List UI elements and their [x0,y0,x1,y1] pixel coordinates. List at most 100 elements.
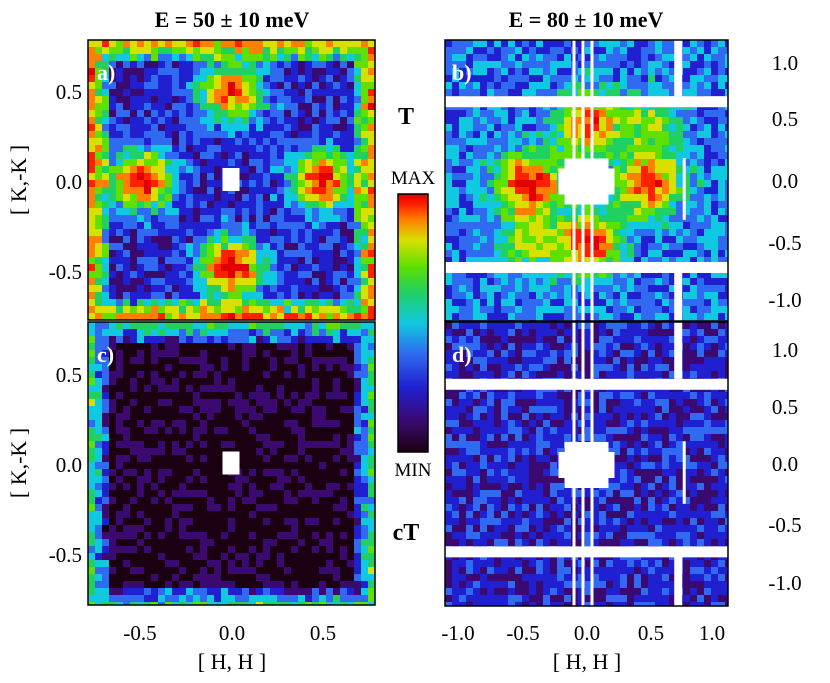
heatmap-cell [543,40,550,47]
heatmap-cell [606,278,613,285]
heatmap-cell [214,194,221,201]
heatmap-cell [550,215,557,222]
heatmap-cell [151,567,158,574]
heatmap-cell [256,567,263,574]
heatmap-cell [312,243,319,250]
heatmap-cell [347,61,354,68]
heatmap-cell [634,201,641,208]
heatmap-cell [207,68,214,75]
heatmap-cell [137,145,144,152]
heatmap-cell [585,110,592,117]
heatmap-cell [144,462,151,469]
heatmap-cell [522,68,529,75]
heatmap-cell [144,448,151,455]
heatmap-cell [690,159,697,166]
heatmap-cell [151,110,158,117]
heatmap-cell [263,166,270,173]
heatmap-cell [137,399,144,406]
heatmap-cell [683,166,690,173]
heatmap-cell [312,434,319,441]
heatmap-cell [263,371,270,378]
heatmap-cell [235,385,242,392]
heatmap-cell [319,229,326,236]
heatmap-cell [333,336,340,343]
heatmap-cell [711,208,718,215]
heatmap-cell [529,82,536,89]
heatmap-cell [543,89,550,96]
heatmap-cell [137,208,144,215]
heatmap-cell [620,194,627,201]
heatmap-cell [445,159,452,166]
heatmap-cell [158,250,165,257]
heatmap-cell [522,257,529,264]
heatmap-cell [158,560,165,567]
heatmap-cell [501,222,508,229]
heatmap-cell [277,271,284,278]
heatmap-cell [158,490,165,497]
heatmap-cell [361,490,368,497]
heatmap-cell [501,313,508,320]
heatmap-cell [312,278,319,285]
heatmap-cell [277,208,284,215]
heatmap-cell [298,68,305,75]
heatmap-cell [116,420,123,427]
heatmap-cell [256,420,263,427]
heatmap-cell [165,285,172,292]
heatmap-cell [354,357,361,364]
heatmap-cell [620,47,627,54]
heatmap-cell [312,399,319,406]
heatmap-cell [151,518,158,525]
heatmap-cell [592,215,599,222]
heatmap-cell [312,138,319,145]
heatmap-cell [501,271,508,278]
heatmap-cell [102,329,109,336]
heatmap-cell [172,40,179,47]
heatmap-cell [347,567,354,574]
heatmap-cell [543,152,550,159]
heatmap-cell [648,54,655,61]
heatmap-cell [165,152,172,159]
heatmap-cell [158,103,165,110]
heatmap-cell [95,215,102,222]
heatmap-cell [655,306,662,313]
heatmap-cell [333,462,340,469]
heatmap-cell [543,299,550,306]
heatmap-cell [207,173,214,180]
heatmap-cell [690,208,697,215]
heatmap-cell [200,152,207,159]
heatmap-cell [543,159,550,166]
heatmap-cell [564,131,571,138]
heatmap-cell [200,553,207,560]
heatmap-cell [326,553,333,560]
heatmap-cell [655,68,662,75]
heatmap-cell [123,490,130,497]
heatmap-cell [123,350,130,357]
heatmap-cell [158,89,165,96]
heatmap-cell [102,385,109,392]
heatmap-cell [193,47,200,54]
heatmap-cell [648,180,655,187]
heatmap-cell [557,236,564,243]
heatmap-cell [326,257,333,264]
heatmap-cell [361,257,368,264]
heatmap-cell [305,322,312,329]
heatmap-cell [515,250,522,257]
heatmap-cell [298,152,305,159]
heatmap-cell [634,215,641,222]
heatmap-cell [711,285,718,292]
heatmap-cell [88,124,95,131]
heatmap-cell [95,595,102,602]
heatmap-cell [501,159,508,166]
heatmap-cell [277,117,284,124]
heatmap-cell [284,448,291,455]
heatmap-cell [130,68,137,75]
heatmap-cell [214,54,221,61]
heatmap-cell [298,595,305,602]
heatmap-cell [711,313,718,320]
heatmap-cell [186,271,193,278]
heatmap-cell [270,54,277,61]
heatmap-cell [683,138,690,145]
heatmap-cell [312,553,319,560]
heatmap-cell [179,54,186,61]
heatmap-cell [725,215,728,222]
